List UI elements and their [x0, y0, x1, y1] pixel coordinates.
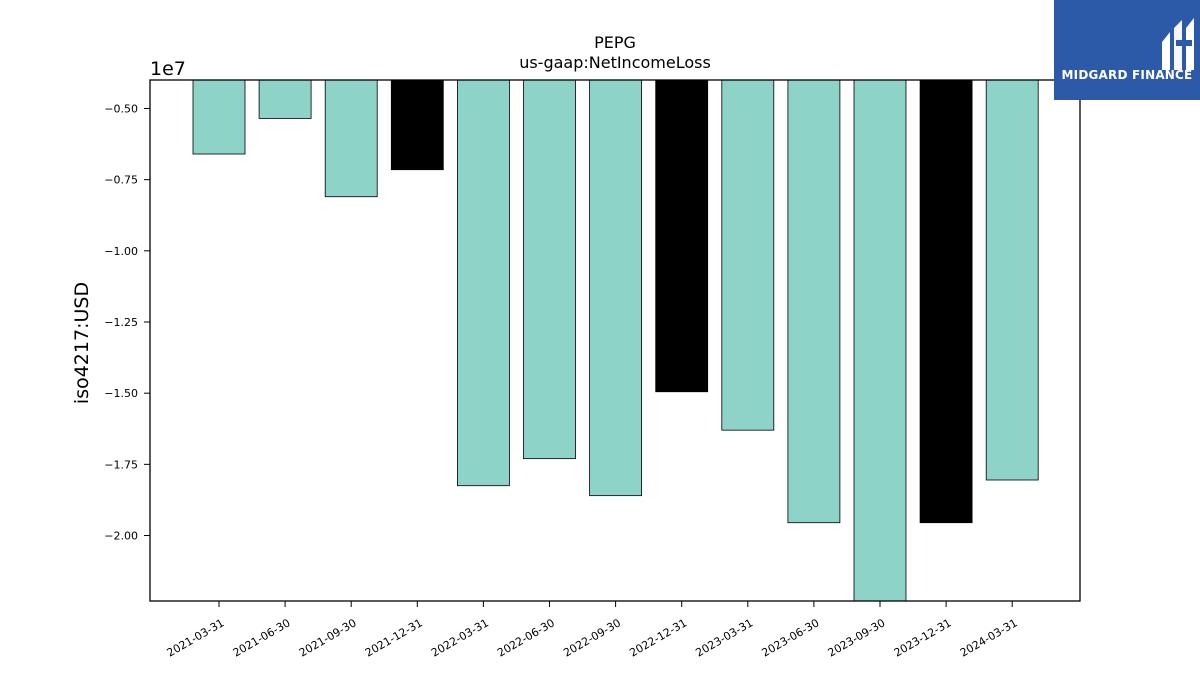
x-tick-label: 2022-03-31: [429, 616, 491, 659]
y-tick-label: −1.25: [104, 316, 138, 329]
bar-2021-03-31: [192, 79, 246, 155]
bar-2024-03-31: [985, 79, 1039, 481]
x-ticks-group: 2021-03-31 2021-06-30 2021-09-30 2021-12-31…: [165, 601, 1020, 660]
bar-2022-09-30: [589, 79, 642, 497]
bar-2022-12-31: [655, 79, 709, 393]
midgard-logo-mark-icon: [1162, 18, 1194, 70]
x-tick-label: 2021-06-30: [231, 616, 293, 659]
x-tick-label: 2023-09-30: [826, 616, 888, 659]
x-tick-label: 2022-06-30: [495, 616, 557, 659]
bar-2023-09-30: [853, 79, 907, 602]
chart-title: PEPG: [594, 33, 636, 52]
x-tick-label: 2021-03-31: [165, 616, 227, 659]
x-tick-label: 2023-03-31: [693, 616, 755, 659]
x-tick-label: 2022-12-31: [627, 616, 689, 659]
x-tick-label: 2022-09-30: [561, 616, 623, 659]
plot-frame: [149, 79, 1081, 602]
y-tick-label: −2.00: [104, 530, 138, 543]
bar-2021-06-30: [258, 79, 312, 119]
bars-group: [192, 79, 1039, 602]
bar-2021-12-31: [390, 79, 444, 171]
x-tick-label: 2023-06-30: [760, 616, 822, 659]
logo-text: MIDGARD FINANCE: [1061, 68, 1193, 82]
y-tick-label: −0.50: [104, 102, 138, 115]
y-tick-label: −1.50: [104, 387, 138, 400]
bar-2023-03-31: [721, 79, 775, 431]
midgard-finance-logo: MIDGARD FINANCE: [1054, 0, 1200, 100]
x-tick-label: 2023-12-31: [892, 616, 954, 659]
bar-2022-03-31: [456, 79, 510, 487]
x-tick-label: 2021-09-30: [297, 616, 359, 659]
y-tick-label: −0.75: [104, 174, 138, 187]
y-axis-offset-label: 1e7: [150, 58, 186, 80]
y-tick-label: −1.75: [104, 458, 138, 471]
bar-2023-06-30: [787, 79, 841, 524]
bar-2023-12-31: [919, 79, 973, 524]
bar-2021-09-30: [324, 79, 378, 198]
x-tick-label: 2021-12-31: [363, 616, 425, 659]
bar-2022-06-30: [523, 79, 576, 460]
y-tick-label: −1.00: [104, 245, 138, 258]
y-ticks-group: −0.50 −0.75 −1.00 −1.25 −1.50 −1.75 −2.00: [104, 102, 150, 543]
y-axis-label: iso4217:USD: [71, 282, 93, 404]
x-tick-label: 2024-03-31: [958, 616, 1020, 659]
chart-subtitle: us-gaap:NetIncomeLoss: [519, 53, 711, 72]
